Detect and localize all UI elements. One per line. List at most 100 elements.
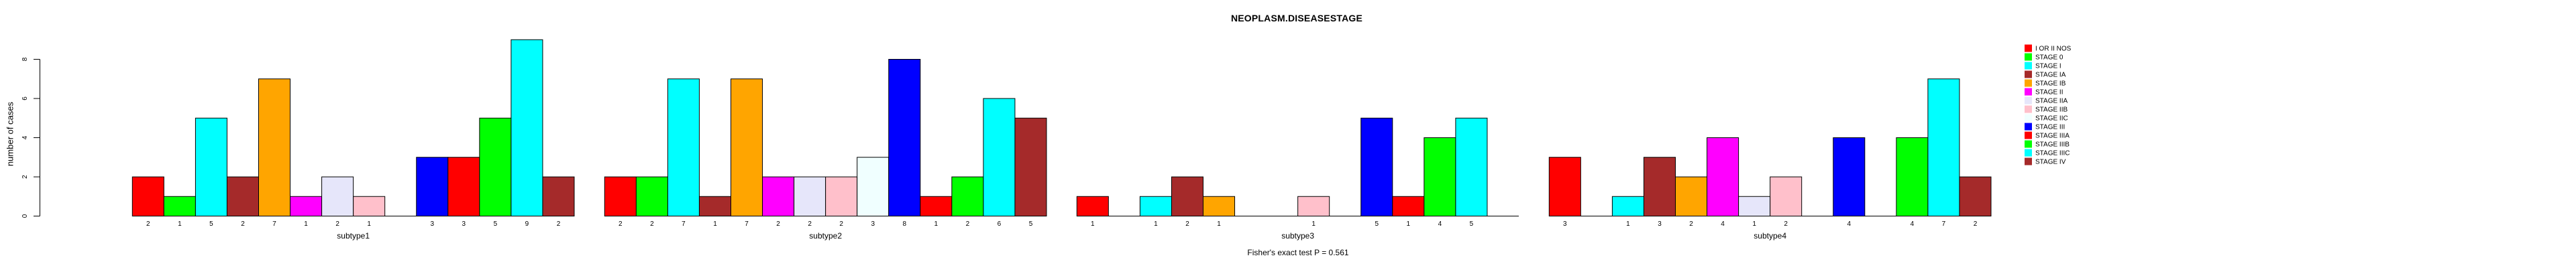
bar-count-label: 2 [1974,220,1978,228]
legend-swatch [2025,140,2032,148]
bar-count-label: 2 [966,220,970,228]
bar-count-label: 1 [1407,220,1411,228]
legend-label: STAGE III [2035,124,2065,131]
bar [1833,137,1866,216]
bar [1643,157,1676,216]
bar [888,59,921,216]
legend-label: STAGE IIA [2035,98,2068,105]
bar-count-label: 2 [241,220,245,228]
bar [762,176,795,216]
legend-label: STAGE II [2035,89,2063,96]
bar-count-label: 7 [745,220,749,228]
bar-count-label: 1 [1626,220,1630,228]
legend-label: STAGE IIC [2035,115,2068,123]
bar [1959,176,1992,216]
bar [447,157,480,216]
bar [1171,176,1203,216]
legend-swatch [2025,114,2032,122]
bar [667,78,700,216]
legend-label: STAGE IB [2035,80,2066,88]
bar [1014,117,1047,216]
bar [1738,196,1771,216]
fisher-test-note: Fisher's exact test P = 0.561 [1247,248,1349,257]
bar-count-label: 2 [1185,220,1189,228]
bar-count-label: 5 [209,220,213,228]
y-axis-tick-label: 4 [21,135,29,139]
bar-count-label: 1 [1311,220,1316,228]
legend-swatch [2025,62,2032,70]
legend-label: STAGE IA [2035,72,2066,79]
bar [258,78,291,216]
legend-swatch [2025,70,2032,78]
bar [1548,157,1581,216]
bar [1896,137,1929,216]
chart-title: NEOPLASM.DISEASESTAGE [1230,13,1363,23]
legend-label: STAGE I [2035,63,2061,70]
bar-count-label: 1 [1217,220,1221,228]
y-axis-tick-label: 0 [21,214,29,218]
legend-swatch [2025,44,2032,52]
bar [1203,196,1236,216]
bar [1770,176,1803,216]
bar-count-label: 9 [525,220,529,228]
bar [542,176,575,216]
bar-count-label: 2 [839,220,843,228]
bar-count-label: 5 [494,220,498,228]
bar [983,98,1016,216]
legend-label: STAGE IIIC [2035,150,2070,157]
legend-label: STAGE IIB [2035,107,2068,114]
bar [1139,196,1172,216]
legend-label: STAGE IIIA [2035,133,2070,140]
bar [479,117,512,216]
bar [920,196,953,216]
y-axis-tick-label: 6 [21,96,29,100]
y-axis-tick-label: 2 [21,175,29,179]
legend-swatch [2025,131,2032,139]
bar [1927,78,1960,216]
legend-swatch [2025,123,2032,131]
bar [511,39,543,216]
bar-count-label: 1 [713,220,717,228]
bar [635,176,668,216]
bar-count-label: 3 [1563,220,1567,228]
bar [604,176,637,216]
bar [857,157,890,216]
legend-swatch [2025,157,2032,165]
subtype-label: subtype4 [1754,231,1786,241]
bar-count-label: 5 [1375,220,1379,228]
bar [1675,176,1708,216]
bar-count-label: 1 [1091,220,1095,228]
bar-count-label: 3 [1658,220,1662,228]
legend-label: I OR II NOS [2035,46,2072,53]
bar-count-label: 2 [650,220,654,228]
y-axis-tick-label: 8 [21,57,29,61]
bar [131,176,164,216]
subtype-label: subtype1 [337,231,370,241]
bar-count-label: 2 [808,220,812,228]
legend-swatch [2025,88,2032,96]
legend-label: STAGE IIIB [2035,141,2070,149]
bar-count-label: 1 [934,220,938,228]
bar-count-label: 2 [1784,220,1788,228]
bar [794,176,826,216]
bar [1360,117,1393,216]
bar [1455,117,1488,216]
bar [1707,137,1739,216]
bar-count-label: 1 [178,220,182,228]
bar-count-label: 2 [1689,220,1693,228]
bar-count-label: 2 [776,220,780,228]
bar-count-label: 4 [1438,220,1442,228]
bar [1611,196,1644,216]
bar-count-label: 3 [871,220,875,228]
subtype-label: subtype2 [809,231,842,241]
bar-count-label: 2 [335,220,339,228]
legend-swatch [2025,53,2032,61]
legend-swatch [2025,96,2032,105]
bar-count-label: 4 [1847,220,1851,228]
bar-count-label: 7 [1942,220,1946,228]
bar [951,176,984,216]
legend-label: STAGE 0 [2035,54,2063,62]
subtype-label: subtype3 [1281,231,1314,241]
